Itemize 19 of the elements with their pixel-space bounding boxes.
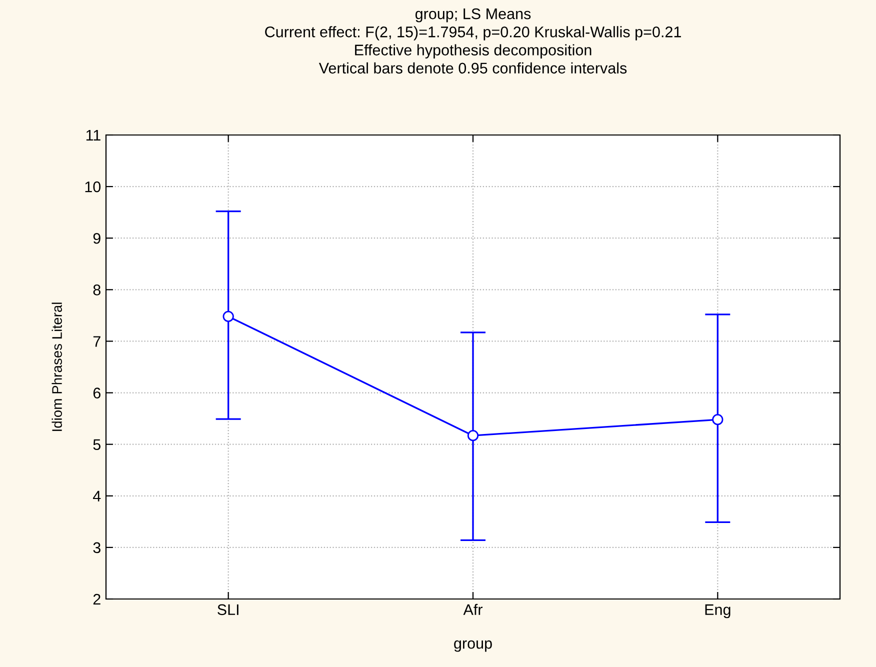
point [712, 414, 724, 426]
x-tick-label: Eng [705, 604, 730, 618]
x-axis-title: group [454, 640, 492, 652]
point [467, 430, 479, 442]
y-tick-label: 9 [93, 232, 100, 244]
y-tick-label: 11 [86, 130, 100, 141]
y-tick-label: 4 [92, 490, 101, 502]
y-axis-title: Idiom Phrases Literal [52, 302, 62, 431]
y-tick-label: 2 [93, 594, 100, 605]
y-tick-label: 7 [93, 336, 100, 347]
x-tick-label: SLI [218, 604, 238, 616]
y-tick-label: 8 [93, 284, 100, 296]
chart-title: group; LS Means Current effect: F(2, 15)=1.7954, p=0.20 Kruskal-Wallis p=0.21 Effective hypothesis decomposition Vertical bars denote 0.95 confidence intervals [265, 8, 681, 74]
point [222, 310, 234, 322]
y-tick-label: 6 [93, 388, 100, 398]
y-tick-label: 10 [85, 181, 101, 192]
x-tick-label: Afr [463, 604, 483, 615]
y-tick-label: 5 [93, 439, 100, 450]
y-tick-label: 3 [93, 542, 100, 554]
